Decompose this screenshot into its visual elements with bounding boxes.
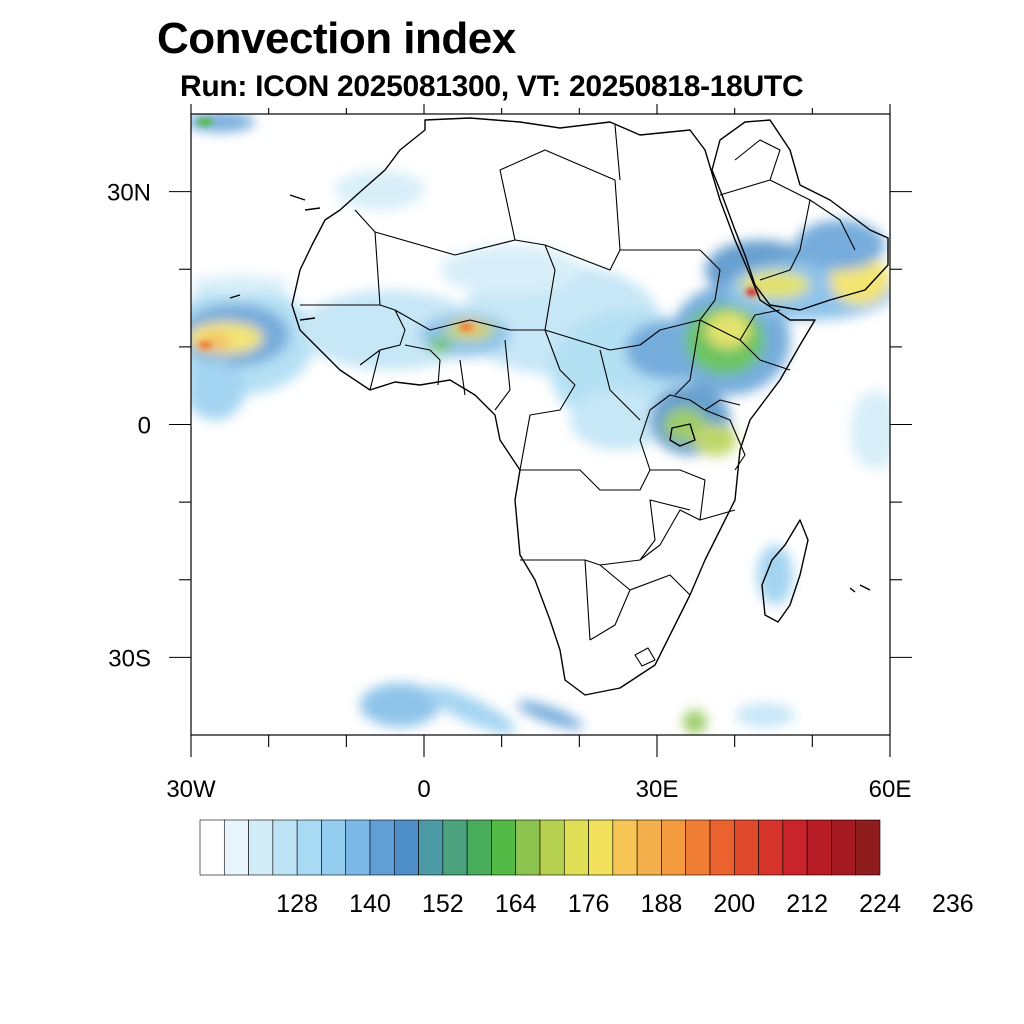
colorbar-swatch [321, 819, 347, 876]
colorbar-swatch [806, 819, 832, 876]
colorbar-swatch [248, 819, 274, 876]
colorbar [199, 819, 881, 876]
field-ghana [428, 337, 452, 353]
colorbar-tick-label: 224 [859, 890, 901, 918]
border-south [520, 469, 736, 641]
map-frame [190, 113, 891, 736]
axis-tick-labels: 30W 0 30E 60E 30N 0 30S [107, 180, 911, 803]
coast-islands [229, 194, 871, 593]
colorbar-swatch [636, 819, 662, 876]
field-nigeria-peak [459, 323, 473, 331]
map-lines [229, 117, 889, 696]
colorbar-swatch [782, 819, 808, 876]
border-arabia [719, 139, 856, 281]
field-southern-3 [516, 700, 584, 730]
lon-tick-label: 0 [417, 776, 430, 803]
colorbar-swatch [563, 819, 589, 876]
colorbar-swatch [733, 819, 759, 876]
colorbar-swatch [393, 819, 419, 876]
colorbar-swatch [831, 819, 857, 876]
field-oman [795, 220, 885, 270]
colorbar-swatch [515, 819, 541, 876]
colorbar-tick-label: 128 [276, 890, 318, 918]
colorbar-swatch [345, 819, 371, 876]
colorbar-swatch [855, 819, 881, 876]
colorbar-swatch [612, 819, 638, 876]
colorbar-swatch [272, 819, 298, 876]
field-sahel-north [440, 245, 580, 295]
field-kenya [693, 424, 737, 456]
field-southern-5 [735, 703, 795, 727]
colorbar-swatch [369, 819, 395, 876]
convection-field [191, 114, 890, 734]
field-madagascar [757, 545, 793, 605]
lesotho [634, 647, 656, 667]
colorbar-swatch [442, 819, 468, 876]
field-atlantic-streak [191, 275, 290, 295]
field-congo [570, 390, 670, 450]
border-north [354, 124, 700, 331]
field-indian-ocean [850, 390, 890, 470]
colorbar-swatch [296, 819, 322, 876]
colorbar-tick-label: 140 [349, 890, 391, 918]
field-sahara-north [335, 170, 425, 210]
chart-title: Convection index [157, 14, 516, 63]
lon-tick-label: 30W [166, 776, 216, 803]
colorbar-swatch [466, 819, 492, 876]
colorbar-tick-label: 164 [495, 890, 537, 918]
colorbar-tick-label: 188 [641, 890, 683, 918]
field-nw-corner [191, 114, 255, 132]
colorbar-tick-label: 236 [932, 890, 974, 918]
lon-tick-label: 60E [869, 776, 912, 803]
colorbar-swatch [418, 819, 444, 876]
field-atlantic-hot [198, 341, 212, 349]
colorbar-tick-label: 152 [422, 890, 464, 918]
colorbar-swatch [588, 819, 614, 876]
colorbar-swatch [758, 819, 784, 876]
colorbar-swatch [685, 819, 711, 876]
axis-ticks [169, 104, 912, 757]
field-nw-corner-core [197, 118, 213, 126]
lon-tick-label: 30E [636, 776, 679, 803]
madagascar-coastline [761, 519, 809, 623]
lat-tick-label: 30N [107, 180, 151, 207]
colorbar-swatch [661, 819, 687, 876]
colorbar-tick-label: 176 [568, 890, 610, 918]
arabia-coastline [711, 119, 889, 311]
field-southern-2 [424, 686, 516, 734]
field-atlantic-tail [191, 360, 245, 420]
colorbar-swatch [223, 819, 249, 876]
colorbar-swatch [709, 819, 735, 876]
field-southern-4 [683, 710, 707, 734]
colorbar-swatch [199, 819, 225, 876]
colorbar-tick-label: 200 [713, 890, 755, 918]
colorbar-tick-label: 212 [786, 890, 828, 918]
field-southern-1 [360, 683, 440, 727]
africa-coastline [291, 117, 816, 696]
field-yemen-peak [746, 288, 758, 296]
lat-tick-label: 30S [108, 645, 151, 672]
border-central [519, 249, 721, 491]
lake-victoria [669, 423, 696, 447]
chart-subtitle: Run: ICON 2025081300, VT: 20250818-18UTC [180, 70, 804, 103]
colorbar-swatch [491, 819, 517, 876]
border-east [689, 309, 791, 471]
colorbar-swatch [539, 819, 565, 876]
colorbar-labels: 128 140 152 164 176 188 200 212 224 236 [276, 890, 973, 918]
field-ethiopia-core [706, 312, 750, 348]
border-west [300, 304, 511, 411]
lat-tick-label: 0 [138, 413, 151, 440]
